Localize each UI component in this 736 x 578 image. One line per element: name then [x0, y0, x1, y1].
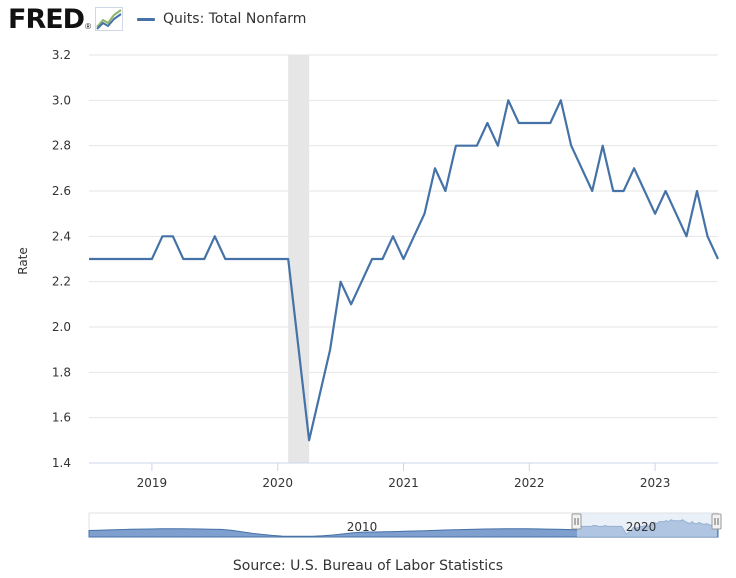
data-point-2021-08[interactable]	[473, 142, 481, 150]
data-point-2021-02[interactable]	[410, 232, 418, 240]
data-point-2021-04[interactable]	[431, 164, 439, 172]
chart-header: FRED ® Quits: Total Nonfarm	[8, 4, 306, 35]
data-point-2022-09[interactable]	[609, 187, 617, 195]
data-point-2022-12[interactable]	[641, 187, 649, 195]
data-point-2023-05[interactable]	[693, 187, 701, 195]
data-point-2019-11[interactable]	[253, 255, 261, 263]
legend-swatch	[137, 17, 155, 21]
data-point-2018-09[interactable]	[106, 255, 114, 263]
data-point-2023-04[interactable]	[683, 232, 691, 240]
data-point-2019-12[interactable]	[263, 255, 271, 263]
data-point-2022-02[interactable]	[536, 119, 544, 127]
y-tick-label-1.4: 1.4	[52, 456, 71, 470]
y-tick-label-2.6: 2.6	[52, 184, 71, 198]
data-point-2021-12[interactable]	[515, 119, 523, 127]
x-tick-label-2021: 2021	[388, 476, 419, 490]
x-tick-label-2020: 2020	[262, 476, 293, 490]
data-point-2020-09[interactable]	[358, 278, 366, 286]
x-axis: 2019 2020 2021 2022 2023	[89, 462, 718, 490]
line-chart: 1.41.61.82.02.22.42.62.83.03.2 2019 2020 2…	[16, 48, 722, 538]
data-point-2018-12[interactable]	[137, 255, 145, 263]
navigator-label-2020: 2020	[626, 520, 657, 534]
data-point-2019-09[interactable]	[232, 255, 240, 263]
y-tick-label-2.4: 2.4	[52, 229, 71, 243]
data-point-2022-05[interactable]	[567, 142, 575, 150]
data-point-2019-06[interactable]	[200, 255, 208, 263]
legend-label: Quits: Total Nonfarm	[163, 11, 307, 27]
y-tick-label-1.8: 1.8	[52, 365, 71, 379]
series-line-quits-total-nonfarm[interactable]	[89, 99, 719, 442]
data-point-2020-08[interactable]	[347, 300, 355, 308]
data-point-2019-02[interactable]	[158, 232, 166, 240]
y-tick-label-3.0: 3.0	[52, 93, 71, 107]
data-point-2018-10[interactable]	[116, 255, 124, 263]
data-point-2019-05[interactable]	[190, 255, 198, 263]
y-tick-label-2.8: 2.8	[52, 139, 71, 153]
navigator-right-handle[interactable]	[711, 513, 722, 530]
data-point-2020-03[interactable]	[295, 346, 303, 354]
y-tick-label-2.2: 2.2	[52, 275, 71, 289]
fred-logo[interactable]: FRED ®	[8, 4, 123, 35]
fred-logo-text: FRED	[8, 3, 85, 35]
data-point-2021-09[interactable]	[483, 119, 491, 127]
data-point-2022-03[interactable]	[546, 119, 554, 127]
fred-graph-icon	[95, 7, 123, 31]
x-tick-label-2023: 2023	[640, 476, 671, 490]
x-tick-label-2022: 2022	[514, 476, 545, 490]
data-point-2020-02[interactable]	[284, 255, 292, 263]
y-tick-label-1.6: 1.6	[52, 411, 71, 425]
legend[interactable]: Quits: Total Nonfarm	[137, 11, 306, 27]
recession-band	[288, 55, 310, 463]
data-point-2019-10[interactable]	[242, 255, 250, 263]
navigator-selected-window[interactable]	[577, 513, 717, 537]
y-axis-title: Rate	[16, 247, 30, 275]
navigator-left-handle[interactable]	[571, 513, 582, 530]
data-point-2022-11[interactable]	[630, 164, 638, 172]
data-point-2020-07[interactable]	[337, 278, 345, 286]
navigator-label-2010: 2010	[347, 520, 378, 534]
data-points	[85, 96, 722, 444]
data-point-2021-11[interactable]	[504, 96, 512, 104]
data-point-2021-03[interactable]	[420, 210, 428, 218]
data-point-2020-06[interactable]	[326, 346, 334, 354]
source-note: Source: U.S. Bureau of Labor Statistics	[232, 558, 504, 574]
data-point-2020-05[interactable]	[316, 391, 324, 399]
x-tick-label-2019: 2019	[137, 476, 168, 490]
data-point-2022-08[interactable]	[599, 142, 607, 150]
y-tick-label-2.0: 2.0	[52, 320, 71, 334]
data-point-2020-12[interactable]	[389, 232, 397, 240]
data-point-2022-07[interactable]	[588, 187, 596, 195]
data-point-2018-11[interactable]	[127, 255, 135, 263]
data-point-2018-08[interactable]	[95, 255, 103, 263]
data-point-2021-06[interactable]	[452, 142, 460, 150]
data-point-2021-07[interactable]	[462, 142, 470, 150]
y-tick-label-3.2: 3.2	[52, 48, 71, 62]
data-point-2021-05[interactable]	[441, 187, 449, 195]
data-point-2019-03[interactable]	[169, 232, 177, 240]
data-point-2019-01[interactable]	[148, 255, 156, 263]
data-point-2020-10[interactable]	[368, 255, 376, 263]
data-point-2019-04[interactable]	[179, 255, 187, 263]
y-axis: 1.4 1.6 1.8 2.0 2.2 2.4 2.6 2.8 3.0 3.2	[52, 48, 71, 470]
data-point-2018-07[interactable]	[85, 255, 93, 263]
data-point-2020-01[interactable]	[274, 255, 282, 263]
data-point-2022-10[interactable]	[620, 187, 628, 195]
data-point-2021-10[interactable]	[494, 142, 502, 150]
data-point-2022-04[interactable]	[557, 96, 565, 104]
data-point-2022-06[interactable]	[578, 164, 586, 172]
data-point-2023-02[interactable]	[662, 187, 670, 195]
data-point-2021-01[interactable]	[400, 255, 408, 263]
data-point-2023-07[interactable]	[714, 255, 722, 263]
data-point-2020-04[interactable]	[305, 436, 313, 444]
registered-mark: ®	[85, 21, 91, 31]
data-point-2020-11[interactable]	[379, 255, 387, 263]
data-point-2023-01[interactable]	[651, 210, 659, 218]
data-point-2023-06[interactable]	[704, 232, 712, 240]
data-point-2019-08[interactable]	[221, 255, 229, 263]
range-navigator[interactable]: 2010 2020	[88, 512, 722, 538]
data-point-2022-01[interactable]	[525, 119, 533, 127]
data-point-2019-07[interactable]	[211, 232, 219, 240]
data-point-2023-03[interactable]	[672, 210, 680, 218]
